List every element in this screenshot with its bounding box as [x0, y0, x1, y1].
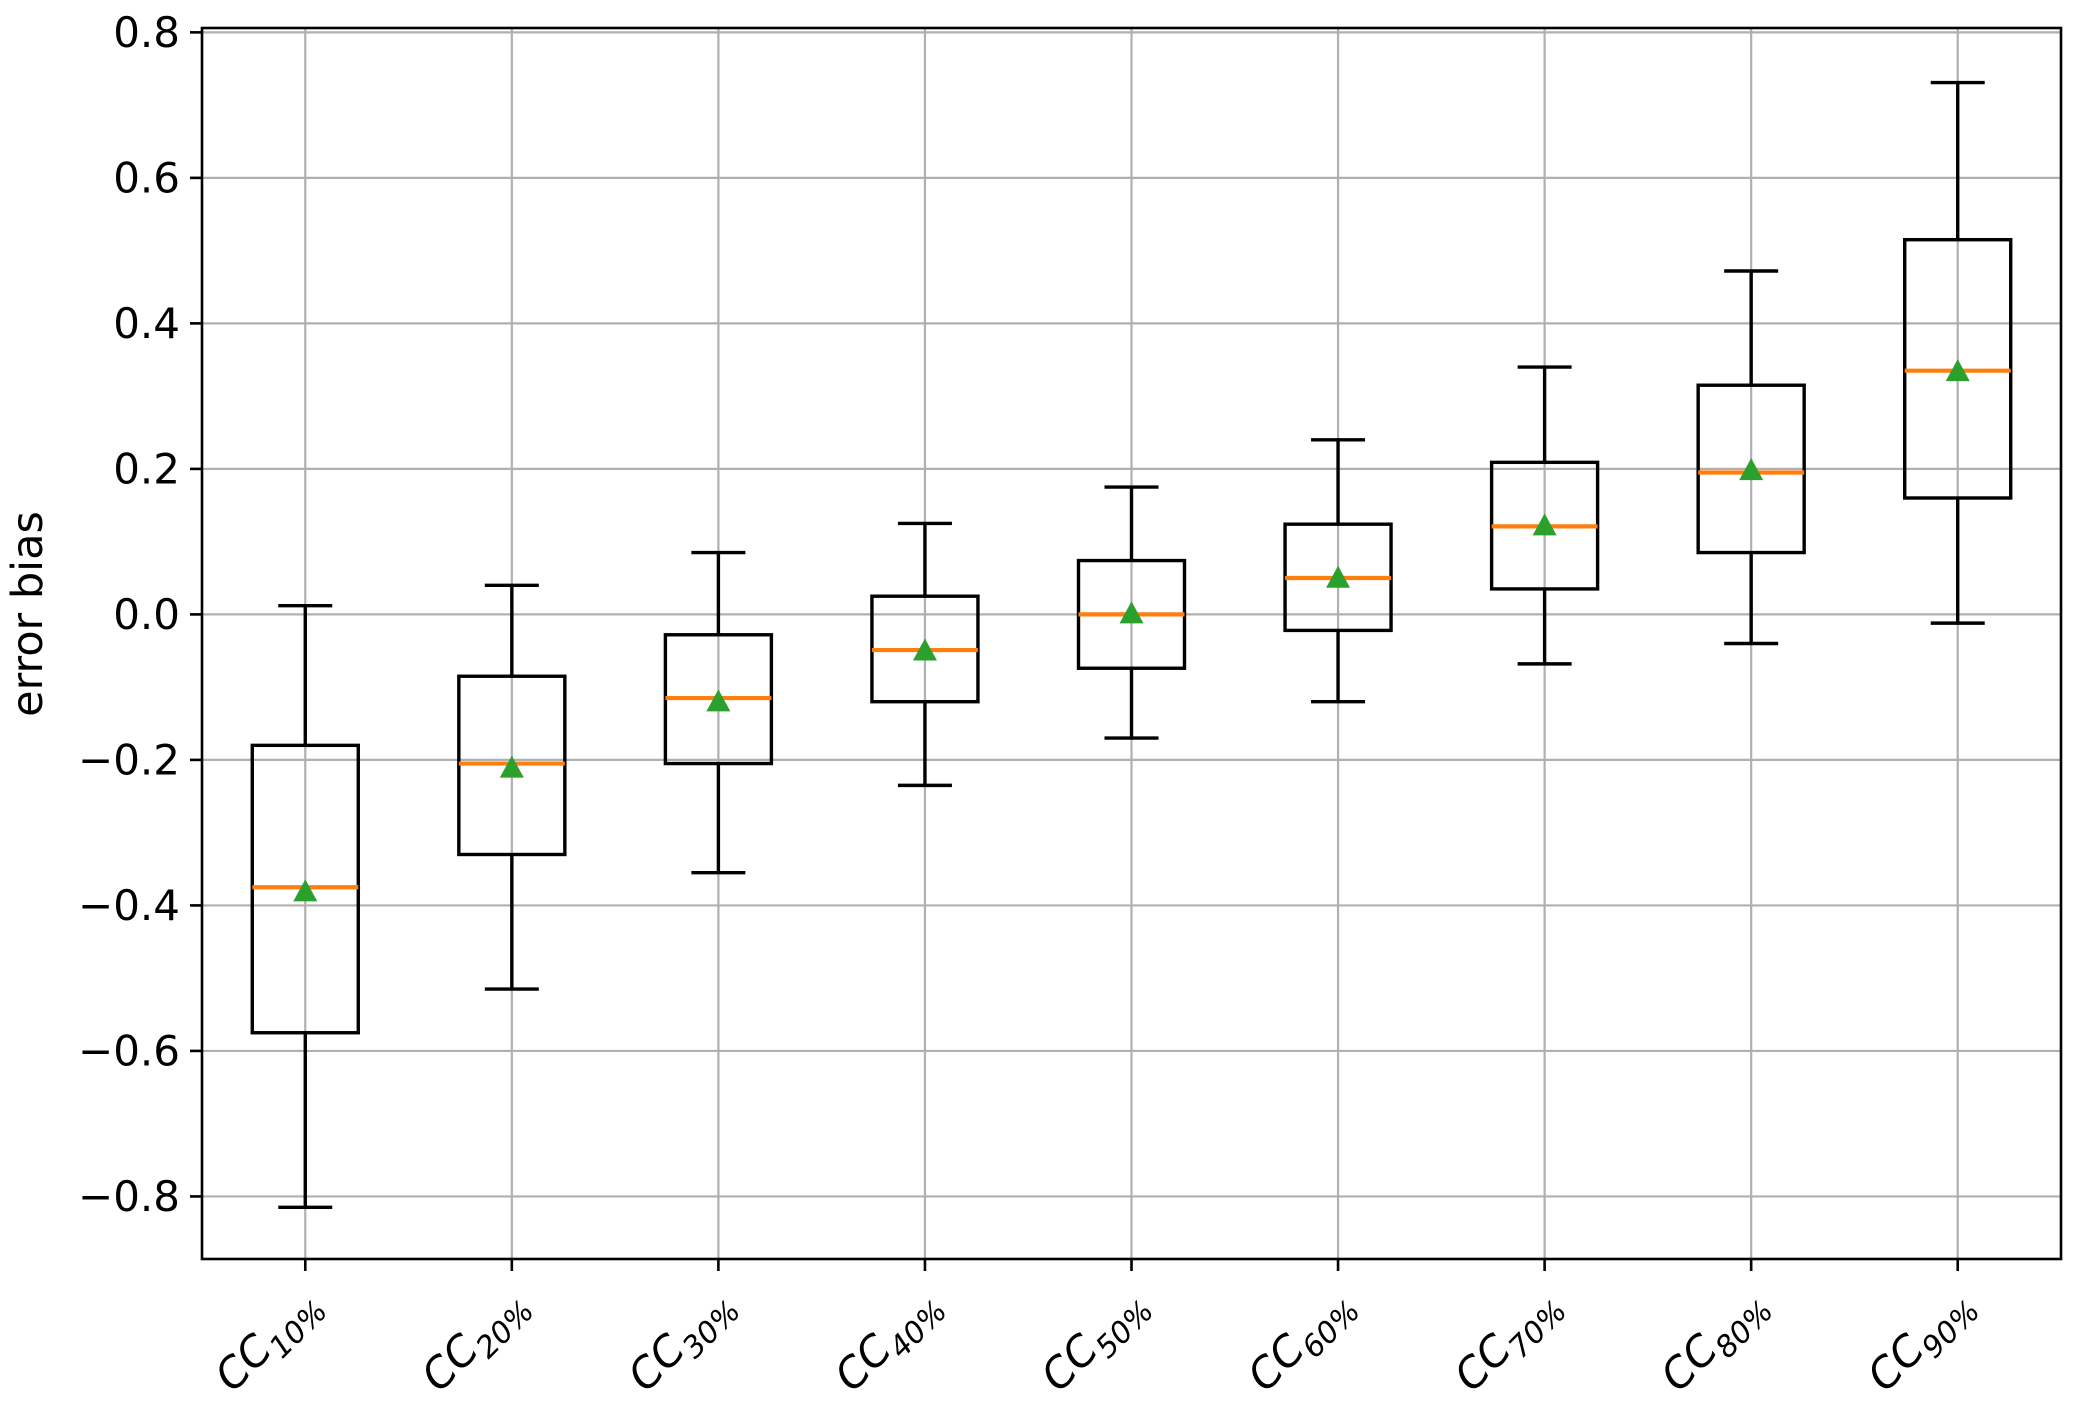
- y-tick-label-−0.4: −0.4: [78, 881, 180, 930]
- mean-marker-CC90%: [1945, 359, 1970, 382]
- x-tick-label-CC40%: CC40%: [825, 1277, 955, 1407]
- box-group-CC20%: [457, 583, 567, 991]
- mean-marker-CC80%: [1739, 458, 1764, 481]
- mean-marker-CC40%: [912, 638, 937, 661]
- y-tick-label-0.8: 0.8: [113, 8, 180, 57]
- x-tick-label-CC60%: CC60%: [1238, 1277, 1368, 1407]
- mean-marker-CC70%: [1532, 513, 1557, 536]
- mean-marker-CC30%: [706, 689, 731, 712]
- mean-marker-CC20%: [499, 755, 524, 778]
- box-group-CC30%: [663, 550, 774, 875]
- box-group-CC10%: [250, 603, 360, 1210]
- y-tick-label-−0.2: −0.2: [78, 736, 180, 785]
- y-tick-label-0.2: 0.2: [113, 445, 180, 494]
- x-tick-label-CC50%: CC50%: [1031, 1277, 1161, 1407]
- x-tick-label-CC80%: CC80%: [1651, 1277, 1781, 1407]
- box-group-CC80%: [1696, 269, 1806, 646]
- mean-marker-CC60%: [1326, 565, 1351, 588]
- iqr-box-CC80%: [1696, 383, 1806, 555]
- x-tick-label-CC10%: CC10%: [205, 1277, 335, 1407]
- box-layer: [250, 80, 2013, 1210]
- y-axis-label: error bias: [3, 511, 53, 717]
- mean-marker-CC10%: [293, 879, 318, 902]
- grid-layer: [202, 28, 2061, 1259]
- y-tick-label-−0.8: −0.8: [78, 1172, 180, 1221]
- box-group-CC50%: [1076, 485, 1187, 740]
- mean-marker-CC50%: [1119, 601, 1144, 624]
- x-tick-label-CC90%: CC90%: [1858, 1277, 1988, 1407]
- box-group-CC40%: [870, 521, 980, 788]
- y-tick-label-0.6: 0.6: [113, 154, 180, 203]
- x-tick-label-CC20%: CC20%: [412, 1277, 542, 1407]
- y-tick-label-0.0: 0.0: [113, 590, 180, 639]
- x-tick-label-CC30%: CC30%: [618, 1277, 748, 1407]
- box-group-CC90%: [1903, 80, 2013, 625]
- x-tick-label-CC70%: CC70%: [1444, 1277, 1574, 1407]
- y-tick-label-0.4: 0.4: [113, 299, 180, 348]
- box-group-CC70%: [1489, 365, 1600, 666]
- axis-label-layer: error bias: [3, 511, 53, 717]
- y-tick-label-−0.6: −0.6: [78, 1027, 180, 1076]
- box-group-CC60%: [1283, 438, 1393, 704]
